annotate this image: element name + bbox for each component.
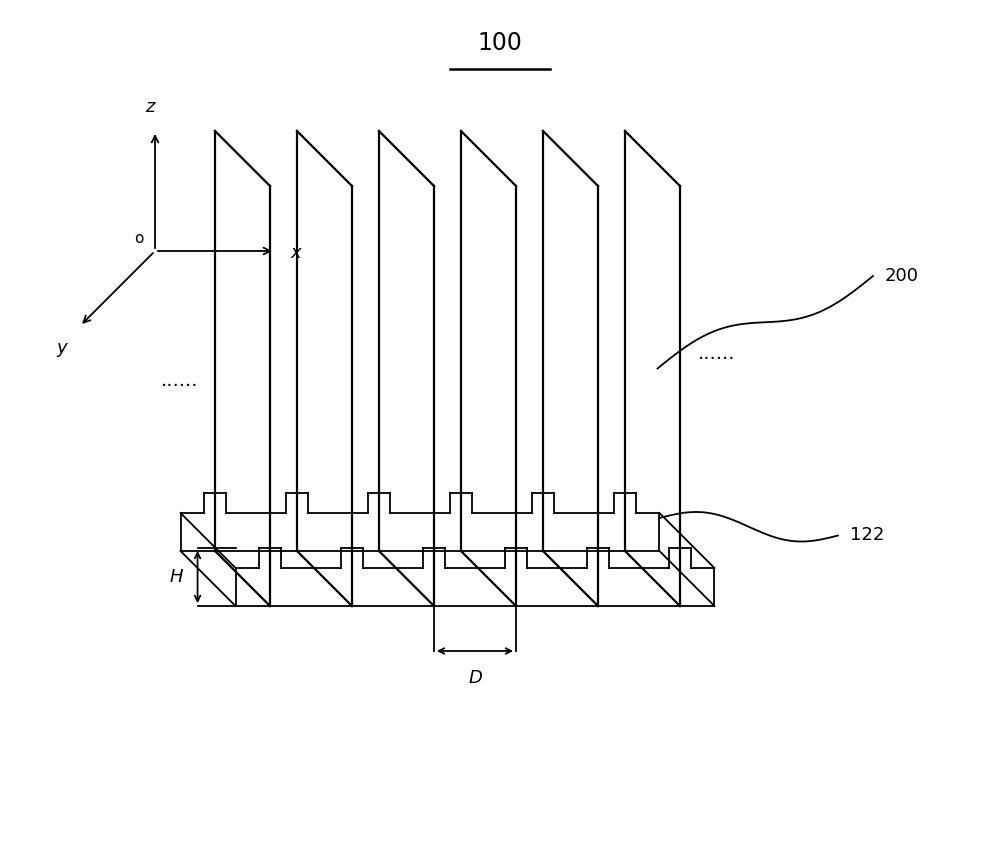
Text: 122: 122 <box>850 526 884 544</box>
Text: o: o <box>134 231 143 246</box>
Text: z: z <box>145 98 155 116</box>
Text: 100: 100 <box>478 31 522 55</box>
Text: ......: ...... <box>698 344 735 363</box>
Text: D: D <box>468 669 482 687</box>
Text: H: H <box>169 568 183 586</box>
Text: 200: 200 <box>885 267 919 285</box>
Text: ......: ...... <box>161 371 199 391</box>
Text: x: x <box>290 244 301 262</box>
Text: y: y <box>56 339 67 357</box>
